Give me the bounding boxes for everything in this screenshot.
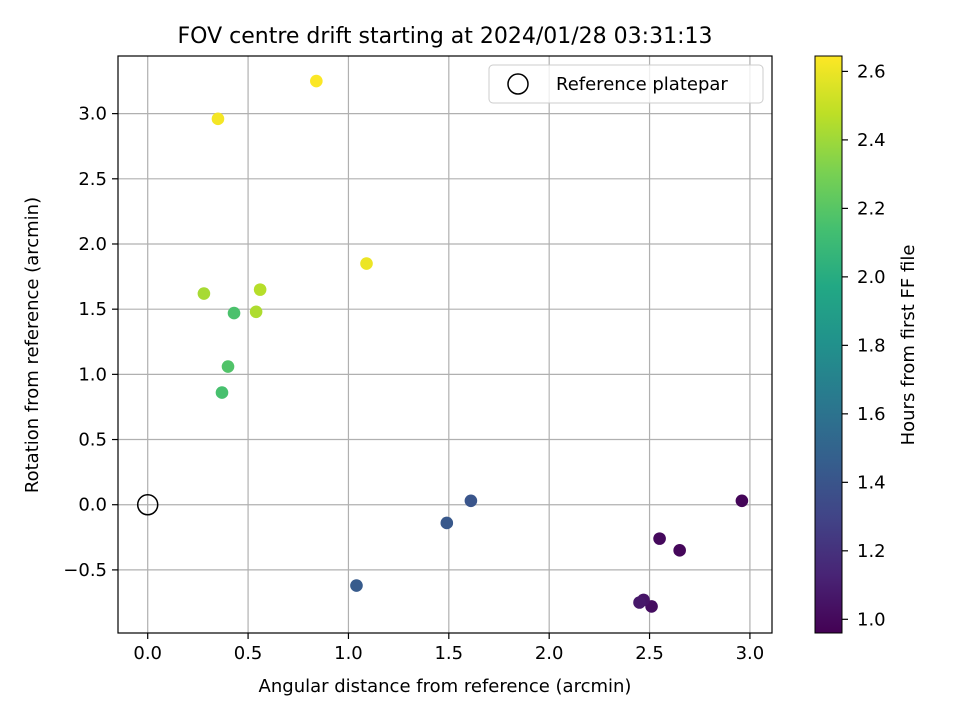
colorbar-tick-label: 1.0 — [857, 609, 886, 630]
x-tick-label: 2.0 — [535, 643, 564, 664]
data-point — [249, 305, 263, 319]
colorbar-tick-label: 1.2 — [857, 541, 886, 562]
colorbar — [814, 55, 843, 634]
data-point — [310, 74, 323, 88]
data-point — [653, 532, 666, 545]
data-point — [360, 257, 373, 270]
y-tick-label: −0.5 — [63, 560, 107, 581]
y-axis-label: Rotation from reference (arcmin) — [22, 197, 43, 493]
x-axis-ticks: 0.0 0.5 1.0 1.5 2.0 2.5 3.0 — [133, 633, 764, 664]
y-tick-label: 1.5 — [78, 299, 107, 320]
colorbar-tick-label: 1.8 — [857, 335, 886, 356]
legend-reference-marker — [507, 73, 529, 95]
chart-title: FOV centre drift starting at 2024/01/28 … — [178, 24, 713, 49]
data-point — [253, 283, 267, 296]
colorbar-tick-label: 1.4 — [857, 472, 886, 493]
data-point — [440, 516, 454, 530]
colorbar-tick-label: 2.4 — [857, 130, 886, 151]
y-tick-label: 2.5 — [78, 169, 107, 190]
legend: Reference platepar — [488, 64, 764, 104]
colorbar-tick-label: 2.6 — [857, 61, 886, 82]
colorbar-tick-label: 1.6 — [857, 404, 886, 425]
x-axis-label: Angular distance from reference (arcmin) — [259, 676, 632, 697]
colorbar-tick-label: 2.2 — [857, 198, 886, 219]
x-tick-label: 0.5 — [234, 643, 263, 664]
y-tick-label: 3.0 — [78, 104, 107, 125]
data-point — [633, 596, 646, 609]
data-point — [350, 579, 363, 592]
x-tick-label: 1.0 — [334, 643, 363, 664]
y-tick-label: 1.0 — [78, 364, 107, 385]
legend-box — [488, 64, 764, 104]
data-point — [197, 287, 211, 300]
data-point — [464, 494, 478, 508]
grid-lines — [118, 56, 772, 633]
y-axis-ticks: −0.5 0.0 0.5 1.0 1.5 2.0 2.5 3.0 — [63, 104, 118, 581]
data-point — [215, 386, 229, 399]
x-tick-label: 2.5 — [635, 643, 664, 664]
data-point — [211, 112, 225, 126]
data-point — [735, 494, 749, 508]
colorbar-tick-label: 2.0 — [857, 267, 886, 288]
colorbar-label: Hours from first FF file — [898, 245, 919, 446]
data-point — [673, 544, 686, 557]
colorbar-ticks: 1.0 1.2 1.4 1.6 1.8 2.0 2.2 2.4 2.6 — [842, 61, 886, 630]
data-points — [197, 74, 749, 613]
reference-marker-layer — [136, 493, 159, 516]
plot-frame — [117, 55, 773, 634]
legend-label: Reference platepar — [556, 74, 728, 95]
data-point — [227, 306, 241, 320]
x-tick-label: 3.0 — [736, 643, 765, 664]
y-tick-label: 0.0 — [78, 495, 107, 516]
x-tick-label: 0.0 — [133, 643, 162, 664]
data-point — [221, 360, 235, 373]
reference-platepar-marker — [136, 493, 159, 516]
y-tick-label: 2.0 — [78, 234, 107, 255]
y-tick-label: 0.5 — [78, 430, 107, 451]
x-tick-label: 1.5 — [434, 643, 463, 664]
